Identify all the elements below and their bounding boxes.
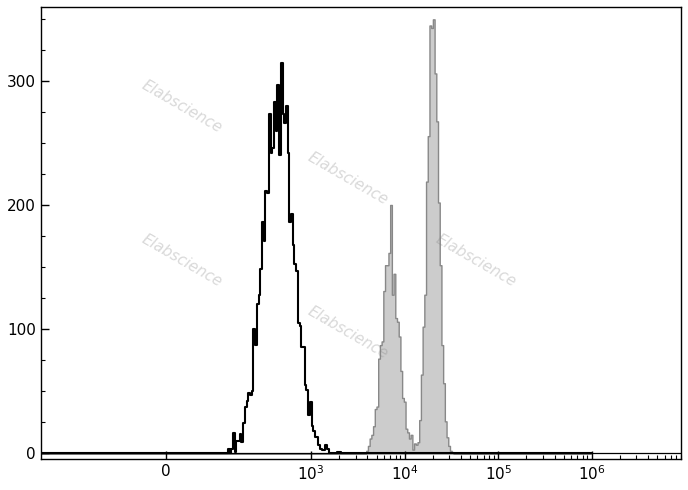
Text: Elabscience: Elabscience [433, 231, 519, 290]
Text: Elabscience: Elabscience [305, 304, 391, 362]
Text: Elabscience: Elabscience [139, 231, 224, 290]
Text: Elabscience: Elabscience [305, 150, 391, 208]
Text: Elabscience: Elabscience [139, 77, 224, 136]
